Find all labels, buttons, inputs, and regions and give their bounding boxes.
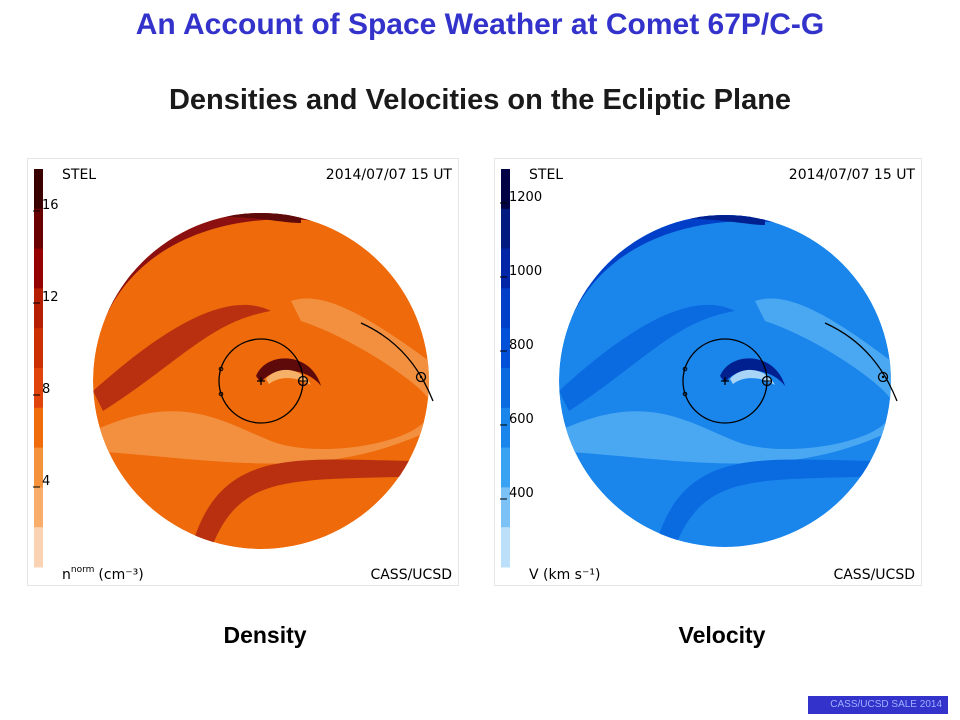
footer-credit: CASS/UCSD SALE 2014: [808, 696, 948, 714]
density-colorbar-band: [34, 288, 43, 329]
velocity-comet-marker: [877, 371, 889, 383]
density-timestamp: 2014/07/07 15 UT: [326, 167, 453, 183]
density-colorbar-band: [34, 328, 43, 369]
velocity-colorbar-band: [501, 407, 510, 449]
velocity-sun-marker: [721, 377, 729, 385]
density-sun-marker: [257, 377, 265, 385]
density-comet-trajectory: [360, 322, 434, 402]
density-band-2: [93, 411, 429, 464]
velocity-comet-dot: [881, 375, 885, 379]
velocity-tick-label: 400: [509, 486, 534, 501]
velocity-stereo-b-marker: [682, 391, 688, 397]
slide-title: An Account of Space Weather at Comet 67P…: [135, 8, 825, 41]
density-colorbar-band: [34, 527, 43, 568]
density-colorbar-ticks: 16 12 8 4: [33, 198, 59, 489]
density-colorbar-band: [34, 208, 43, 250]
density-disk-field: [93, 213, 429, 549]
density-arc-dark: [256, 358, 321, 386]
velocity-disk-field: [559, 215, 891, 547]
velocity-colorbar-band: [501, 288, 510, 329]
density-band-4: [291, 298, 429, 401]
velocity-arc-dark: [720, 358, 785, 386]
density-map-panel: 16 12 8 4 STEL 2014/07/07 15 UT CASS/UCSD n…: [27, 158, 459, 586]
density-unit-rest: (cm⁻³): [98, 567, 143, 583]
velocity-tick-label: 1000: [509, 264, 542, 279]
velocity-colorbar-band: [501, 487, 510, 528]
density-comet-dot: [419, 375, 423, 379]
velocity-colorbar-band: [501, 328, 510, 369]
density-stereo-a-marker: [218, 366, 224, 372]
density-colorbar-band: [34, 169, 43, 210]
density-colorbar-band: [34, 447, 43, 488]
density-arc-light: [266, 369, 311, 385]
velocity-credit: CASS/UCSD: [833, 567, 915, 583]
velocity-colorbar: [501, 169, 510, 568]
velocity-colorbar-band: [501, 248, 510, 289]
velocity-tick-label: 1200: [509, 190, 542, 205]
velocity-tick-label: 800: [509, 338, 534, 353]
velocity-colorbar-band: [501, 208, 510, 250]
density-stereo-b-marker: [218, 391, 224, 397]
velocity-comet-trajectory: [824, 322, 898, 402]
velocity-band-2: [559, 411, 891, 464]
velocity-earth-cross: [762, 376, 772, 386]
velocity-band-3: [655, 459, 891, 547]
density-colorbar-band: [34, 248, 43, 289]
density-stel-label: STEL: [62, 167, 96, 183]
velocity-arc-light: [730, 369, 775, 385]
slide-subtitle: Densities and Velocities on the Ecliptic…: [168, 84, 792, 116]
density-disk: [93, 213, 434, 549]
density-colorbar-band: [34, 368, 43, 409]
velocity-map-panel: 1200 1000 800 600 400 STEL 2014/07/07 15 UT …: [494, 158, 922, 586]
density-colorbar: [34, 169, 43, 568]
velocity-colorbar-band: [501, 368, 510, 409]
density-tick-label: 8: [42, 382, 50, 397]
velocity-timestamp: 2014/07/07 15 UT: [789, 167, 916, 183]
velocity-colorbar-band: [501, 527, 510, 568]
density-unit-superscript: norm: [71, 565, 95, 575]
density-colorbar-band: [34, 487, 43, 528]
velocity-disk: [559, 215, 898, 547]
density-map: 16 12 8 4 STEL 2014/07/07 15 UT CASS/UCSD n…: [33, 167, 453, 583]
velocity-caption: Velocity: [678, 622, 766, 648]
velocity-stereo-a-marker: [682, 366, 688, 372]
density-band-3: [191, 459, 429, 549]
density-tick-label: 12: [42, 290, 59, 305]
density-band-1: [93, 304, 271, 411]
density-tick-label: 16: [42, 198, 59, 213]
velocity-tick-label: 600: [509, 412, 534, 427]
density-tick-label: 4: [42, 474, 50, 489]
velocity-unit-label: V (km s⁻¹): [529, 567, 600, 583]
velocity-colorbar-band: [501, 169, 510, 210]
density-colorbar-band: [34, 407, 43, 449]
density-comet-marker: [415, 371, 427, 383]
density-unit-label: nnorm (cm⁻³): [62, 565, 144, 583]
density-unit-base: n: [62, 567, 71, 583]
velocity-colorbar-band: [501, 447, 510, 488]
velocity-band-1: [559, 304, 735, 411]
density-caption: Density: [223, 622, 307, 648]
velocity-colorbar-ticks: 1200 1000 800 600 400: [500, 190, 542, 501]
velocity-band-4: [755, 298, 891, 401]
density-credit: CASS/UCSD: [370, 567, 452, 583]
velocity-stel-label: STEL: [529, 167, 563, 183]
density-earth-cross: [298, 376, 308, 386]
